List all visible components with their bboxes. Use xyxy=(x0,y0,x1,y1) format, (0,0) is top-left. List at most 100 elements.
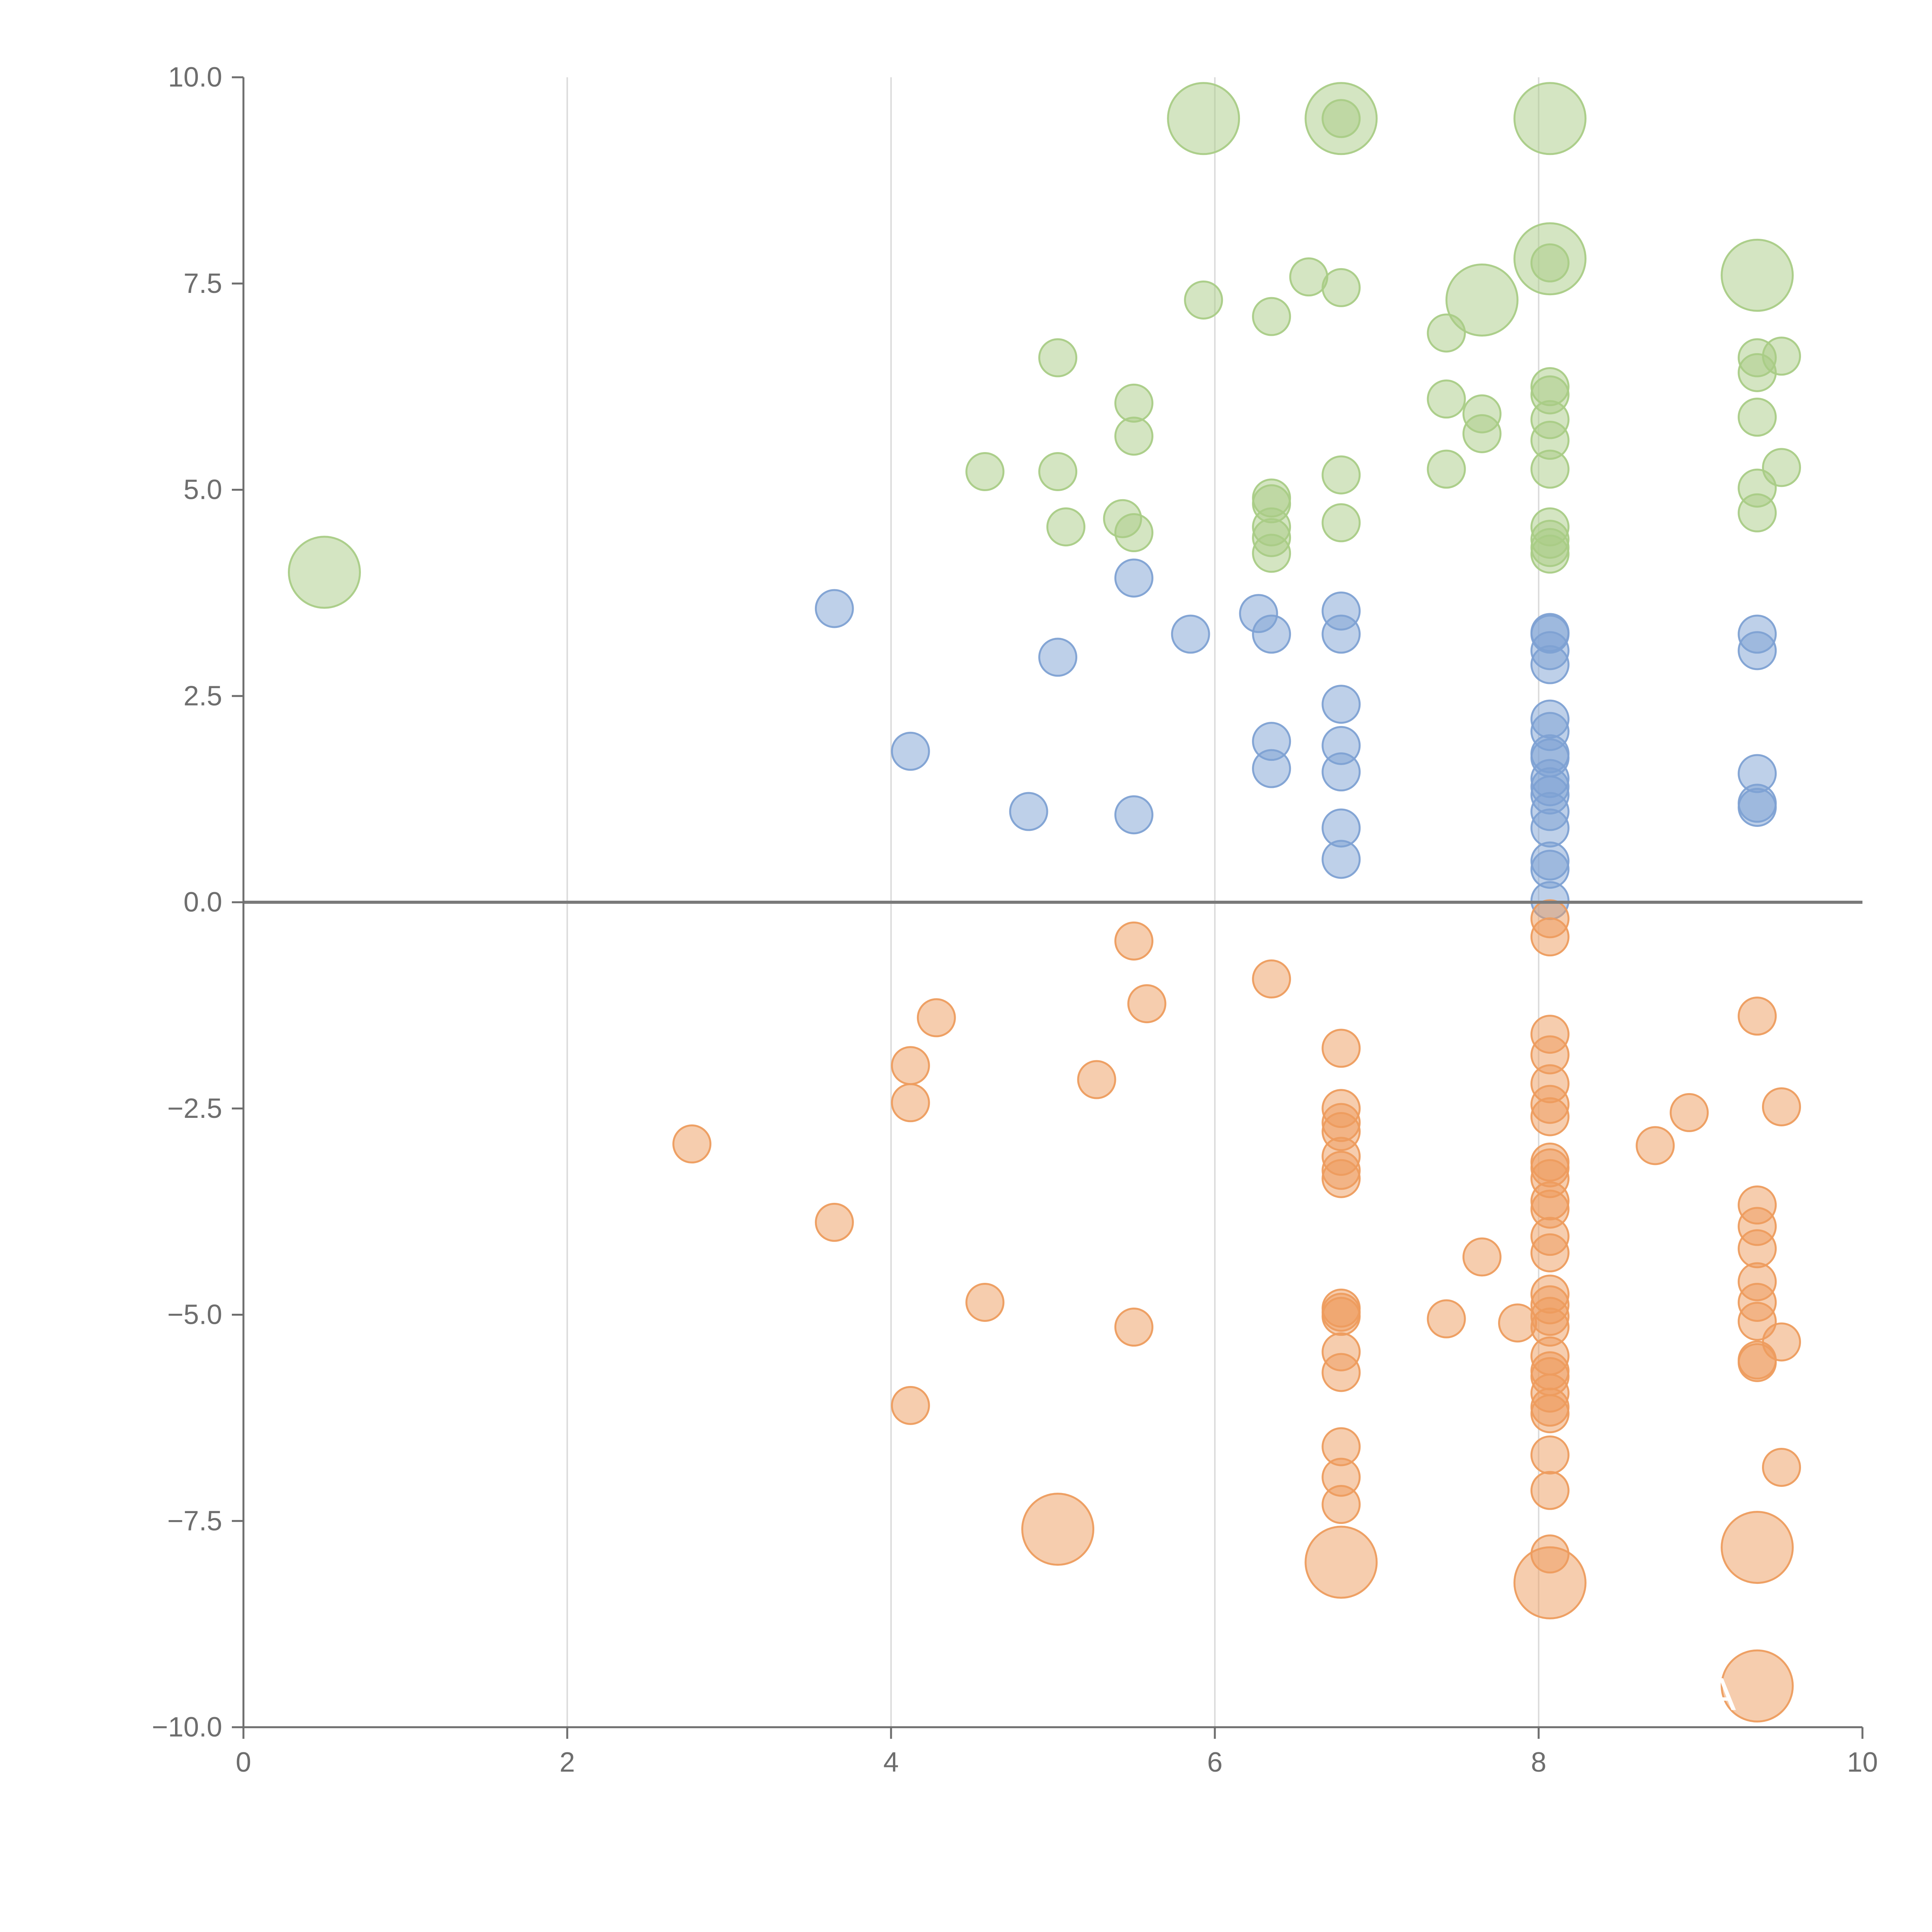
orange-bubble xyxy=(965,1282,1005,1322)
tick-labels: 10.0 7.5 5.0 2.5 0.0 −2.5 −5.0 −7.5 −10.0 0 2 4 6 8 10… xyxy=(152,62,1878,1778)
blue-bubble xyxy=(1252,749,1291,788)
green-bubble xyxy=(1252,534,1291,573)
orange-bubble xyxy=(1321,1297,1361,1336)
blue-bubble xyxy=(1252,614,1291,654)
green-bubble xyxy=(1038,452,1078,492)
orange-bubble xyxy=(891,1386,930,1425)
y-tick-label: 5.0 xyxy=(184,474,222,505)
y-tick-label: 10.0 xyxy=(168,62,222,93)
blue-bubble xyxy=(1009,792,1048,831)
orange-bubble xyxy=(1021,1493,1095,1566)
green-bubble xyxy=(1321,503,1361,543)
green-bubble xyxy=(1427,313,1466,353)
orange-bubble xyxy=(1636,1126,1675,1165)
y-tick-label: 7.5 xyxy=(184,268,222,299)
green-bubble xyxy=(1427,449,1466,489)
orange-bubble xyxy=(1077,1060,1116,1099)
green-bubble xyxy=(288,536,361,609)
green-bubble xyxy=(1321,455,1361,495)
blue-bubble xyxy=(1530,645,1570,684)
orange-bubble xyxy=(1530,1394,1570,1434)
green-bubble xyxy=(1321,268,1361,307)
green-bubble xyxy=(1530,243,1570,282)
orange-bubble xyxy=(1670,1093,1709,1132)
blue-bubble xyxy=(1321,685,1361,724)
blue-bubble xyxy=(1038,638,1078,677)
green-bubble xyxy=(1738,398,1777,437)
orange-bubble xyxy=(1127,984,1167,1024)
x-tick-label: 6 xyxy=(1207,1747,1223,1778)
orange-bubble xyxy=(1762,1447,1801,1487)
blue-bubble xyxy=(1530,808,1570,848)
orange-bubble xyxy=(1762,1322,1801,1362)
orange-bubble xyxy=(1738,1229,1777,1269)
green-bubble xyxy=(965,452,1005,492)
green-bubble xyxy=(1289,257,1328,297)
green-bubble xyxy=(1046,507,1086,547)
x-tick-label: 4 xyxy=(883,1747,899,1778)
orange-bubble xyxy=(1738,997,1777,1036)
blue-bubble xyxy=(1171,614,1210,654)
orange-bubble xyxy=(1721,1649,1794,1723)
orange-bubble xyxy=(891,1046,930,1085)
orange-bubble xyxy=(1114,1308,1153,1347)
orange-bubble xyxy=(1530,1233,1570,1272)
green-bubble xyxy=(1738,493,1777,532)
orange-bubble xyxy=(1427,1299,1466,1338)
green-bubble xyxy=(1038,338,1078,378)
y-tick-label: −7.5 xyxy=(167,1505,222,1536)
blue-bubble xyxy=(1738,631,1777,670)
orange-bubble xyxy=(1721,1511,1794,1584)
orange-bubble xyxy=(1321,1029,1361,1068)
blue-bubble xyxy=(1321,840,1361,879)
x-tick-label: 0 xyxy=(236,1747,251,1778)
orange-bubble xyxy=(1498,1303,1537,1343)
bubbles xyxy=(288,82,1801,1723)
green-bubble xyxy=(1167,82,1240,155)
orange-bubble xyxy=(1530,1471,1570,1510)
y-tick-label: −2.5 xyxy=(167,1093,222,1124)
orange-bubble xyxy=(672,1124,712,1164)
orange-bubble xyxy=(917,998,956,1037)
bubble-label: A xyxy=(1705,1668,1736,1720)
green-bubble xyxy=(1530,449,1570,489)
orange-bubble xyxy=(1530,917,1570,957)
y-tick-label: −10.0 xyxy=(152,1712,222,1743)
green-bubble xyxy=(1445,263,1519,337)
axes xyxy=(232,76,1864,1739)
orange-bubble xyxy=(1252,959,1291,999)
orange-bubble xyxy=(815,1202,854,1242)
green-bubble xyxy=(1530,534,1570,574)
orange-bubble xyxy=(891,1083,930,1122)
y-tick-label: 2.5 xyxy=(184,680,222,711)
green-bubble xyxy=(1114,383,1153,423)
orange-bubble xyxy=(1530,1097,1570,1136)
y-tick-label: −5.0 xyxy=(167,1299,222,1330)
blue-bubble xyxy=(1114,558,1153,598)
orange-bubble xyxy=(1462,1237,1502,1277)
blue-bubble xyxy=(1114,795,1153,835)
green-bubble xyxy=(1184,280,1223,320)
green-bubble xyxy=(1427,379,1466,419)
blue-bubble xyxy=(1738,787,1777,827)
orange-bubble xyxy=(1513,1546,1587,1619)
green-bubble xyxy=(1513,82,1587,155)
green-bubble xyxy=(1721,238,1794,312)
x-tick-label: 10 xyxy=(1847,1747,1878,1778)
green-bubble xyxy=(1762,337,1801,376)
green-bubble xyxy=(1321,99,1361,138)
orange-bubble xyxy=(1114,921,1153,961)
orange-bubble xyxy=(1321,1159,1361,1198)
blue-bubble xyxy=(1321,614,1361,654)
blue-bubble xyxy=(815,589,854,628)
green-bubble xyxy=(1462,414,1502,453)
green-bubble xyxy=(1252,297,1291,336)
orange-bubble xyxy=(1321,1485,1361,1524)
blue-bubble xyxy=(1321,752,1361,792)
orange-bubble xyxy=(1304,1526,1378,1599)
orange-bubble xyxy=(1762,1087,1801,1126)
x-tick-label: 8 xyxy=(1531,1747,1546,1778)
x-tick-label: 2 xyxy=(560,1747,575,1778)
y-tick-label: 0.0 xyxy=(184,887,222,918)
green-bubble xyxy=(1114,417,1153,456)
